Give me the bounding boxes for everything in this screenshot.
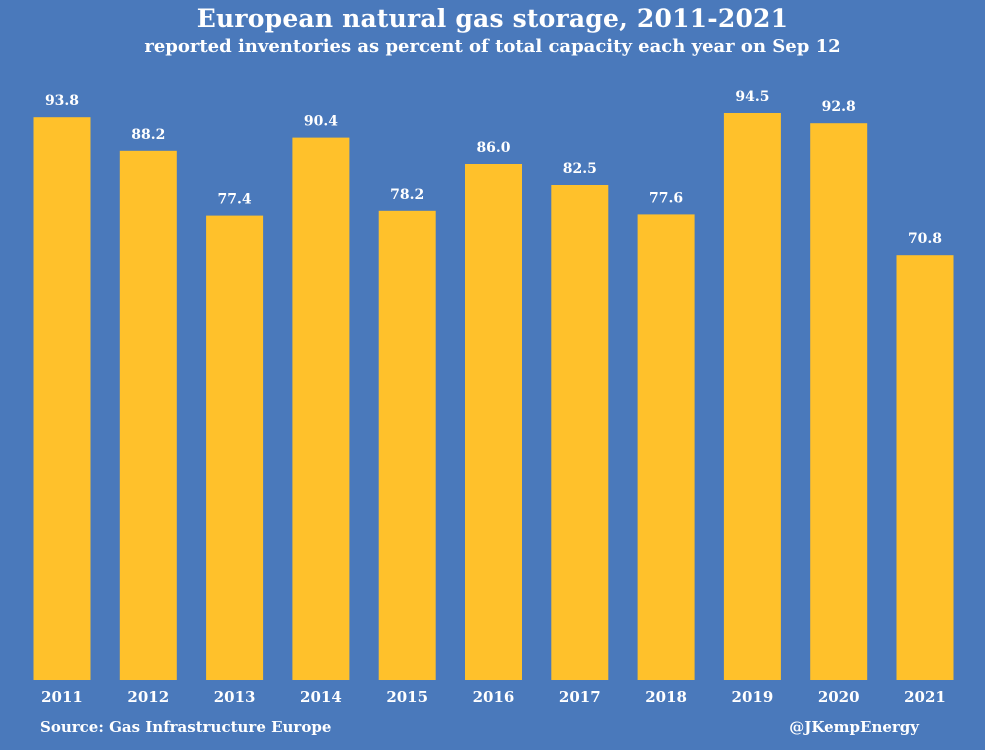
bar-2021 (896, 255, 954, 680)
value-label-2020: 92.8 (822, 99, 856, 115)
value-label-2014: 90.4 (304, 114, 338, 130)
bar-2016 (465, 164, 522, 680)
bar-2017 (551, 185, 609, 680)
value-label-2015: 78.2 (390, 187, 424, 203)
x-tick-label-2021: 2021 (904, 688, 946, 706)
value-label-2013: 77.4 (218, 192, 252, 208)
value-label-2018: 77.6 (649, 190, 683, 206)
chart-subtitle: reported inventories as percent of total… (144, 36, 841, 57)
value-label-2012: 88.2 (131, 127, 165, 143)
x-tick-label-2018: 2018 (645, 688, 687, 706)
value-label-2016: 86.0 (476, 140, 510, 156)
chart-title: European natural gas storage, 2011-2021 (196, 4, 789, 33)
source-note: Source: Gas Infrastructure Europe (40, 718, 332, 736)
x-tick-label-2013: 2013 (214, 688, 256, 706)
bar-2014 (292, 137, 350, 681)
value-label-2017: 82.5 (563, 161, 597, 177)
x-tick-label-2019: 2019 (732, 688, 774, 706)
bar-2018 (637, 214, 695, 680)
x-tick-label-2012: 2012 (127, 688, 169, 706)
bar-2011 (33, 117, 91, 680)
bar-2020 (810, 123, 868, 680)
value-label-2021: 70.8 (908, 231, 942, 247)
x-tick-label-2011: 2011 (41, 688, 83, 706)
value-label-2011: 93.8 (45, 93, 79, 109)
bar-2013 (206, 215, 264, 680)
x-tick-label-2014: 2014 (300, 688, 342, 706)
x-tick-label-2015: 2015 (386, 688, 428, 706)
bar-2019 (723, 113, 781, 680)
credit-handle: @JKempEnergy (789, 718, 919, 736)
bar-2015 (378, 210, 436, 681)
x-tick-label-2016: 2016 (473, 688, 515, 706)
value-label-2019: 94.5 (735, 89, 769, 105)
x-tick-label-2017: 2017 (559, 688, 601, 706)
x-tick-label-2020: 2020 (818, 688, 860, 706)
bar-2012 (119, 150, 177, 681)
